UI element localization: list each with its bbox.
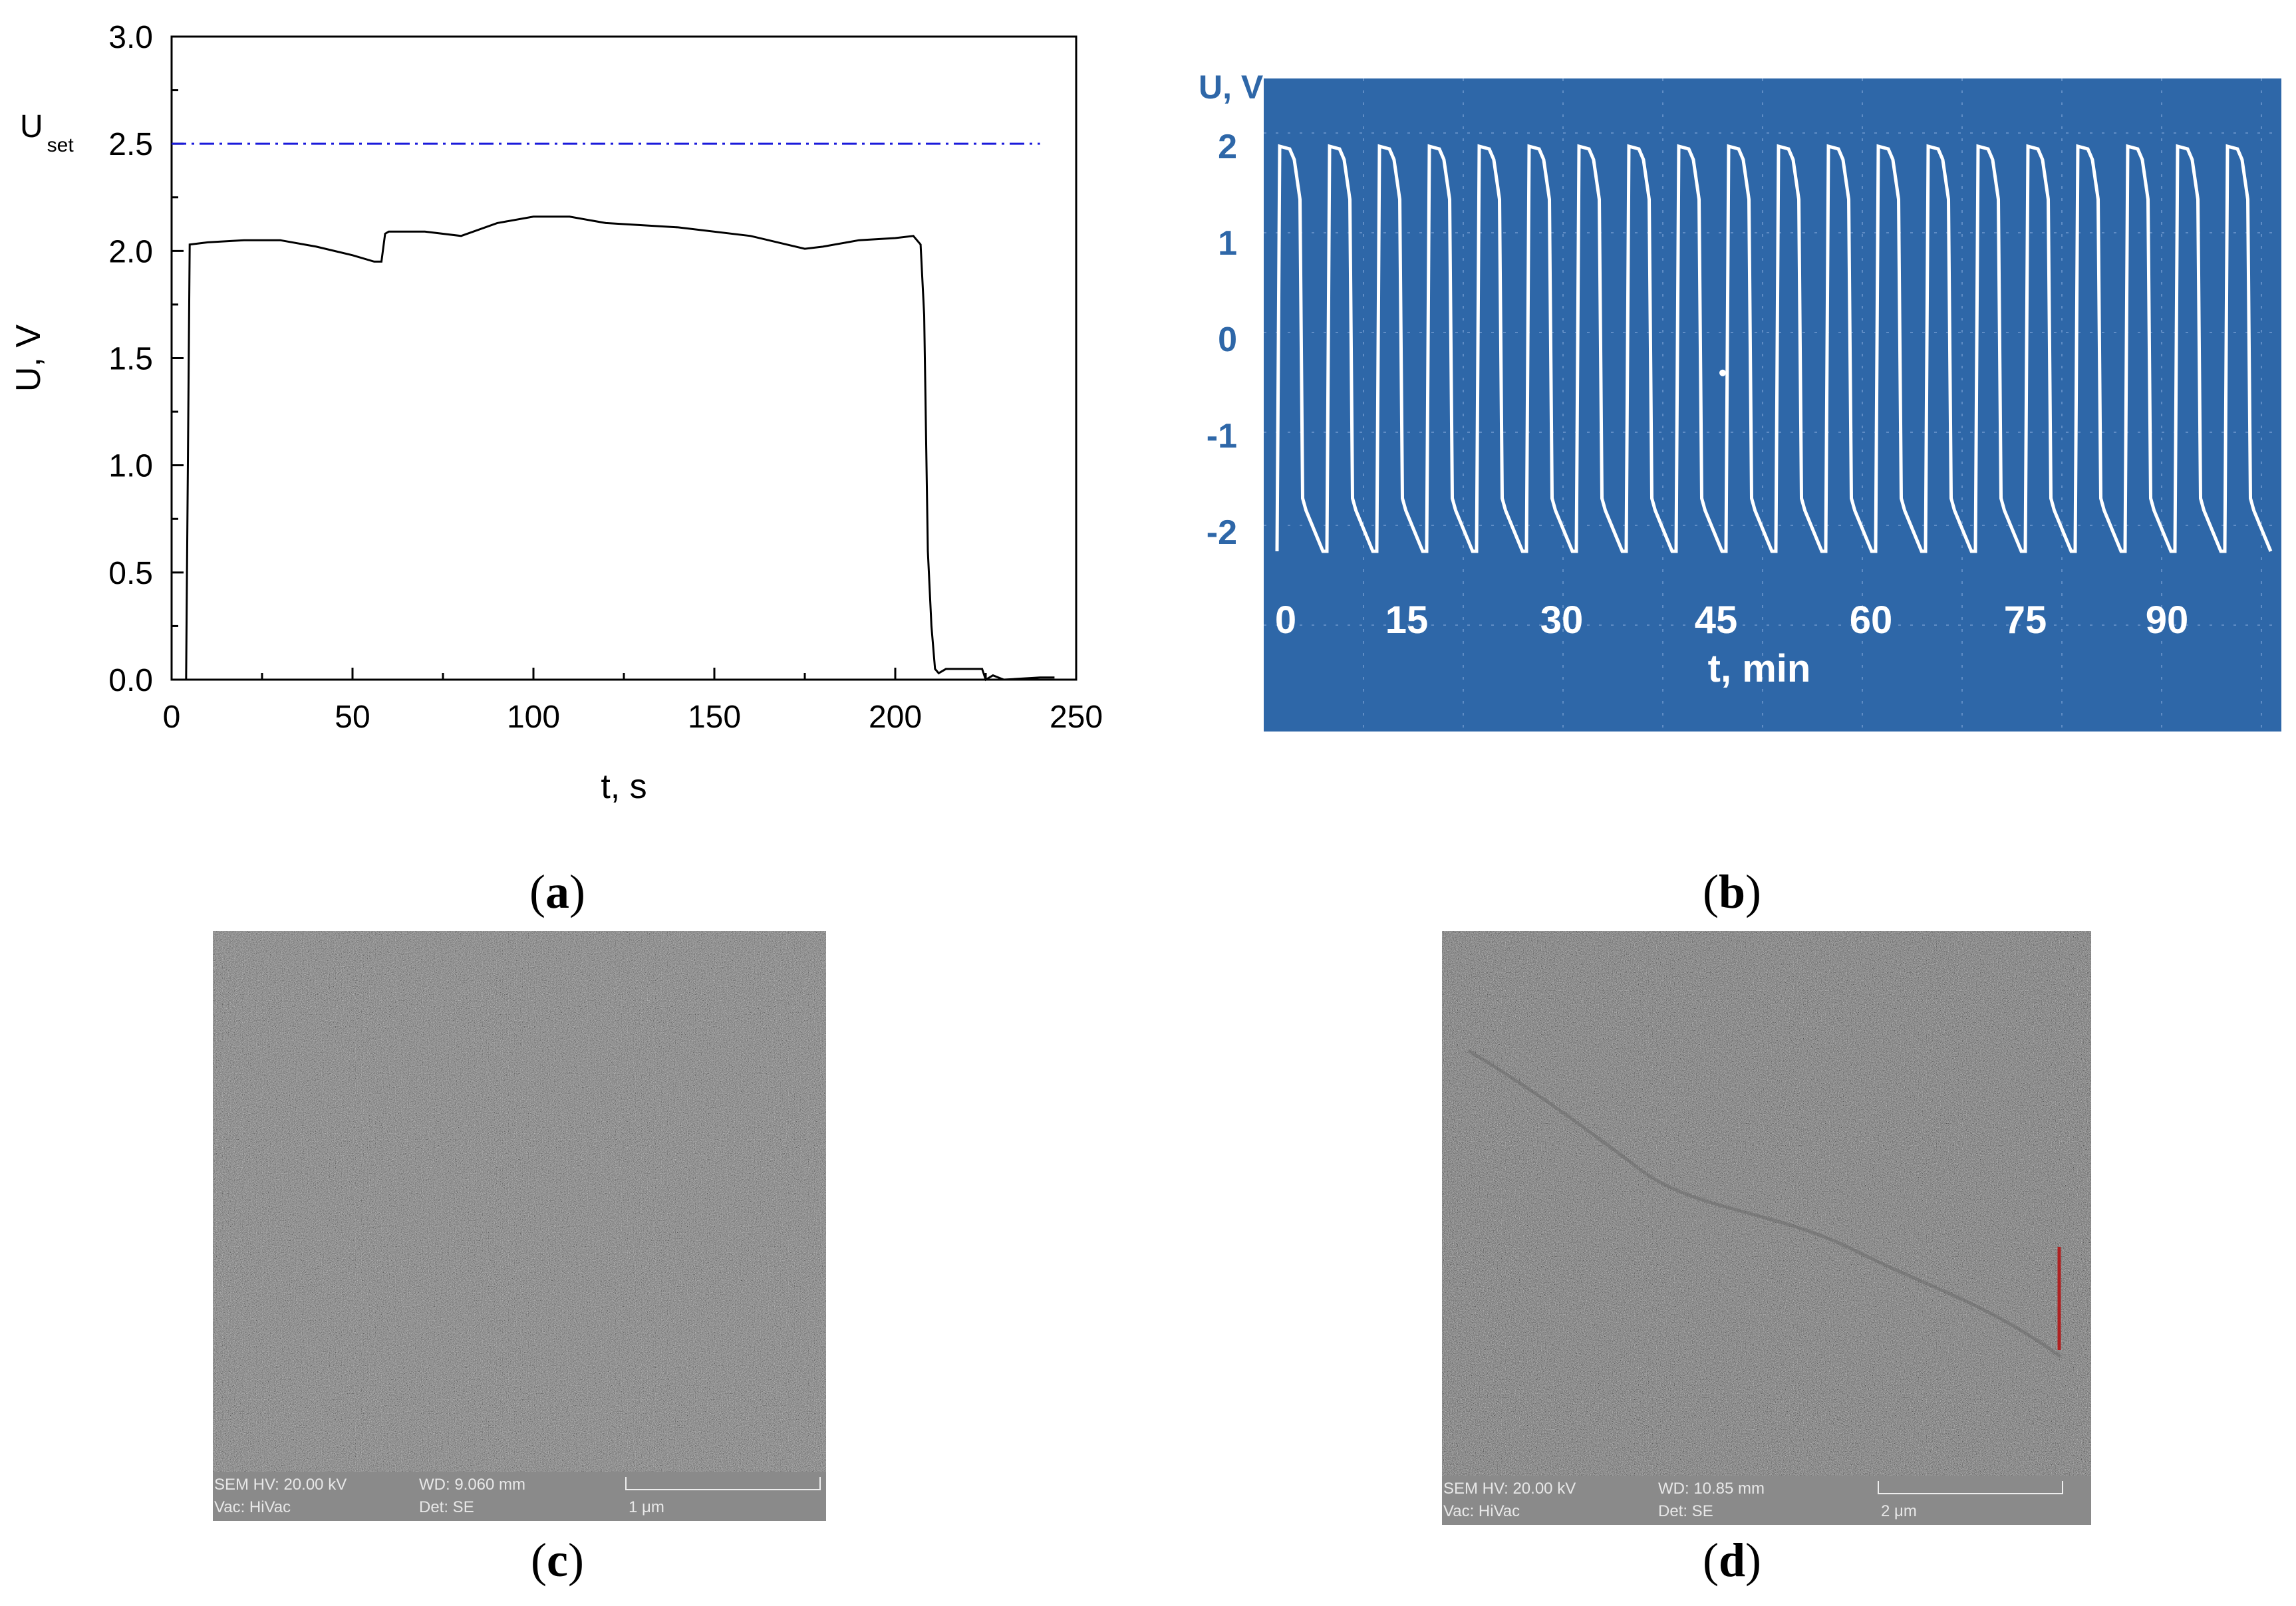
sem-vac-d: Vac: HiVac (1443, 1502, 1520, 1520)
series-line-a (182, 215, 1055, 682)
x-axis-label-b: t, min (1708, 647, 1811, 690)
sem-hv-c: SEM HV: 20.00 kV (214, 1476, 347, 1494)
y-tick-label-a: 2.0 (108, 234, 153, 269)
y-tick-label-b: 1 (1218, 224, 1237, 263)
y-tick-label-b: -1 (1207, 417, 1237, 456)
chart-a-svg: 0 50 100 150 200 250 0.0 0.5 1.0 1.5 2.0 2.5 3.0 t, s… (9, 20, 1103, 806)
caption-a: (a) (529, 865, 585, 918)
x-tick-label-b: 15 (1385, 599, 1429, 642)
chart-b: U, V 2 1 0 -1 -2 0 15 30 45 60 75 90 t, min (1157, 60, 2288, 738)
y-tick-label-a: 0.5 (108, 556, 153, 591)
chart-b-svg: U, V 2 1 0 -1 -2 0 15 30 45 60 75 90 t, min (1199, 68, 2281, 732)
caption-c: (c) (531, 1534, 584, 1587)
y-tick-label-a: 1.0 (108, 449, 153, 484)
y-tick-label-b: 2 (1218, 128, 1237, 166)
trace-marker-b (1719, 369, 1726, 376)
sem-hv-d: SEM HV: 20.00 kV (1443, 1480, 1576, 1498)
x-tick-label-b: 0 (1275, 599, 1296, 642)
sem-texture-c (213, 931, 826, 1521)
sem-scale-label-c: 1 μm (629, 1498, 664, 1516)
caption-b: (b) (1702, 865, 1761, 918)
sem-scalebar-c (625, 1477, 821, 1490)
sem-vac-c: Vac: HiVac (214, 1498, 291, 1516)
sem-info-bar-c: SEM HV: 20.00 kV Vac: HiVac WD: 9.060 mm… (213, 1472, 826, 1521)
sem-wd-d: WD: 10.85 mm (1658, 1480, 1765, 1498)
reference-line-label-a: Uset (20, 109, 74, 156)
plot-frame-a (170, 35, 1077, 681)
x-tick-label-a: 200 (869, 700, 922, 735)
x-tick-label-a: 0 (163, 700, 181, 735)
x-tick-label-a: 250 (1050, 700, 1103, 735)
y-axis-label-b: U, V (1199, 68, 1264, 106)
caption-d: (d) (1702, 1534, 1761, 1587)
sem-grain-boundary-d (1467, 1049, 2062, 1359)
x-tick-label-b: 90 (2146, 599, 2189, 642)
sem-image-d: SEM HV: 20.00 kV Vac: HiVac WD: 10.85 mm… (1442, 931, 2091, 1525)
x-axis-label-a: t, s (601, 767, 646, 806)
y-tick-label-b: 0 (1218, 321, 1237, 359)
sem-scalebar-d (1878, 1481, 2063, 1494)
x-tick-label-b: 30 (1540, 599, 1584, 642)
sem-texture-d (1442, 931, 2091, 1525)
y-tick-label-a: 0.0 (108, 663, 153, 698)
sem-det-c: Det: SE (419, 1498, 474, 1516)
y-tick-label-b: -2 (1207, 513, 1237, 552)
x-tick-label-a: 100 (507, 700, 560, 735)
sem-image-c: SEM HV: 20.00 kV Vac: HiVac WD: 9.060 mm… (213, 931, 826, 1521)
sem-det-d: Det: SE (1658, 1502, 1713, 1520)
y-axis-label-a: U, V (9, 325, 48, 392)
scope-background-b (1264, 78, 2281, 732)
x-tick-label-b: 75 (2004, 599, 2047, 642)
x-tick-label-b: 60 (1850, 599, 1893, 642)
y-tick-label-a: 1.5 (108, 342, 153, 377)
x-tick-label-a: 150 (688, 700, 741, 735)
y-tick-label-a: 2.5 (108, 127, 153, 162)
sem-info-bar-d: SEM HV: 20.00 kV Vac: HiVac WD: 10.85 mm… (1442, 1476, 2091, 1525)
x-tick-label-b: 45 (1695, 599, 1738, 642)
sem-scale-label-d: 2 μm (1881, 1502, 1917, 1520)
x-tick-label-a: 50 (335, 700, 370, 735)
y-tick-label-a: 3.0 (108, 20, 153, 55)
trace-line-b (1275, 144, 2273, 553)
chart-a: 0 50 100 150 200 250 0.0 0.5 1.0 1.5 2.0 2.5 3.0 t, s… (0, 0, 1131, 831)
sem-wd-c: WD: 9.060 mm (419, 1476, 526, 1494)
